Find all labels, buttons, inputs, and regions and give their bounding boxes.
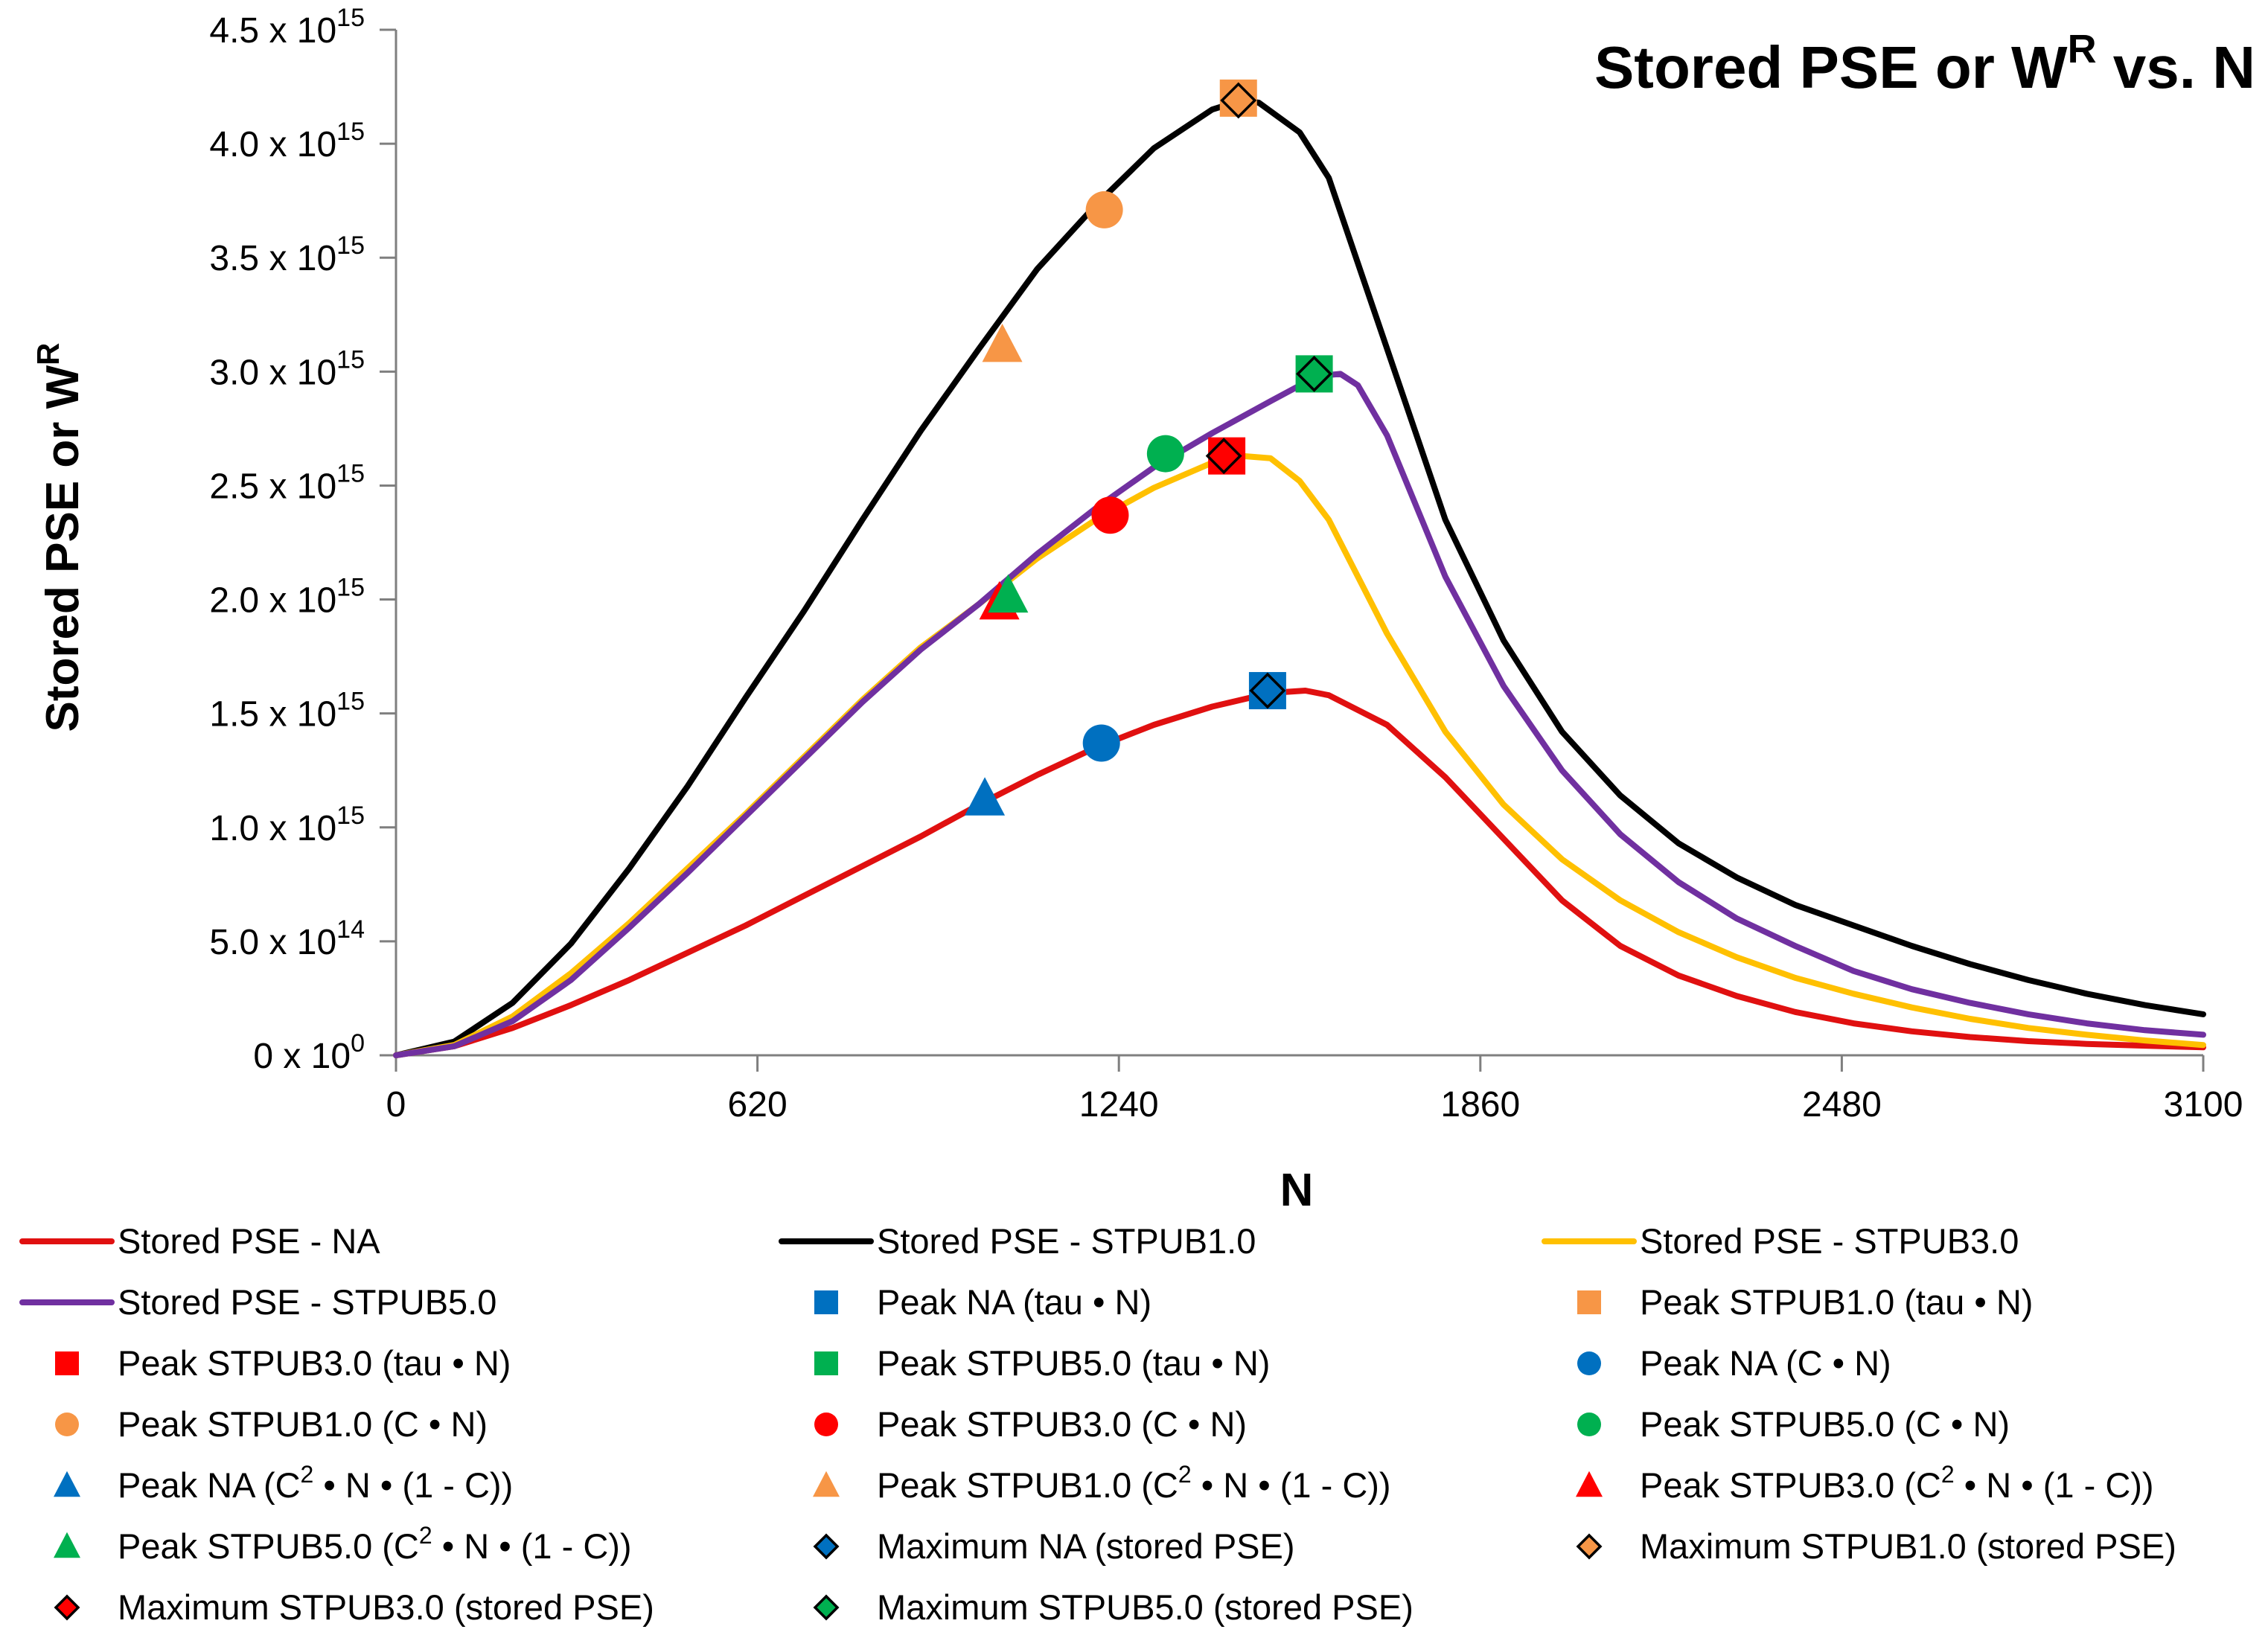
legend-label: Stored PSE - STPUB3.0 — [1640, 1221, 2019, 1261]
legend-entry-peak-na-c-n: Peak NA (C • N) — [1577, 1343, 1891, 1383]
y-tick-label: 1.5 x 1015 — [209, 688, 365, 735]
y-tick-label: 2.0 x 1015 — [209, 574, 365, 621]
legend-circle-swatch — [1577, 1351, 1601, 1375]
legend-label: Maximum STPUB3.0 (stored PSE) — [118, 1587, 654, 1627]
legend-entry-peak-stpub3-0-c-n: Peak STPUB3.0 (C • N) — [814, 1404, 1247, 1444]
legend-label: Peak STPUB5.0 (tau • N) — [877, 1343, 1270, 1383]
legend-entry-peak-stpub3-0-c-n-1-c: Peak STPUB3.0 (C2 • N • (1 - C)) — [1576, 1461, 2154, 1505]
legend-entry-stored-pse-stpub1-0: Stored PSE - STPUB1.0 — [779, 1221, 1256, 1261]
legend-entry-peak-stpub5-0-c-n: Peak STPUB5.0 (C • N) — [1577, 1404, 2010, 1444]
legend-entry-stored-pse-stpub5-0: Stored PSE - STPUB5.0 — [19, 1282, 496, 1322]
y-tick-label: 3.5 x 1015 — [209, 231, 365, 278]
legend-label: Peak STPUB5.0 (C2 • N • (1 - C)) — [118, 1522, 632, 1566]
legend-triangle-swatch — [1576, 1471, 1603, 1497]
marker-maximum-na-stored-pse — [1249, 672, 1286, 709]
x-tick-label: 0 — [386, 1085, 406, 1124]
legend-entry-peak-stpub3-0-tau-n: Peak STPUB3.0 (tau • N) — [55, 1343, 511, 1383]
legend-label: Peak STPUB3.0 (C • N) — [877, 1404, 1247, 1444]
legend-entry-peak-stpub5-0-tau-n: Peak STPUB5.0 (tau • N) — [814, 1343, 1270, 1383]
legend-square-swatch — [55, 1351, 79, 1375]
legend-label: Peak STPUB1.0 (C • N) — [118, 1404, 488, 1444]
x-tick-label: 1240 — [1079, 1085, 1159, 1124]
legend-diamond-swatch — [813, 1533, 840, 1560]
legend-label: Stored PSE - STPUB5.0 — [118, 1282, 496, 1322]
y-tick-label: 5.0 x 1014 — [209, 915, 365, 962]
legend-entry-stored-pse-stpub3-0: Stored PSE - STPUB3.0 — [1542, 1221, 2019, 1261]
x-tick-label: 2480 — [1802, 1085, 1882, 1124]
legend-label: Peak STPUB5.0 (C • N) — [1640, 1404, 2010, 1444]
marker-peak-na-c2-n-1-c — [965, 777, 1006, 816]
legend-label: Peak STPUB1.0 (tau • N) — [1640, 1282, 2033, 1322]
y-tick-label: 1.0 x 1015 — [209, 802, 365, 848]
legend-entry-maximum-stpub1-0-stored-pse: Maximum STPUB1.0 (stored PSE) — [1576, 1526, 2176, 1566]
legend-label: Stored PSE - NA — [118, 1221, 380, 1261]
legend-label: Peak NA (C2 • N • (1 - C)) — [118, 1461, 513, 1505]
legend-entry-maximum-stpub5-0-stored-pse: Maximum STPUB5.0 (stored PSE) — [813, 1587, 1413, 1627]
series-line-stored-pse-na — [393, 688, 2206, 1058]
marker-maximum-stpub1-0-stored-pse — [1220, 82, 1257, 119]
chart-title: Stored PSE or WR vs. N — [1594, 27, 2255, 100]
legend-circle-swatch — [814, 1413, 838, 1436]
legend-circle-swatch — [55, 1413, 79, 1436]
legend-diamond-swatch — [1576, 1533, 1603, 1560]
marker-maximum-stpub3-0-stored-pse — [1205, 438, 1242, 475]
marker-peak-stpub1-0-c-n — [1085, 191, 1123, 228]
legend-entry-maximum-stpub3-0-stored-pse: Maximum STPUB3.0 (stored PSE) — [54, 1587, 654, 1627]
legend-triangle-swatch — [54, 1532, 80, 1558]
legend-triangle-swatch — [54, 1471, 80, 1497]
x-tick-label: 3100 — [2164, 1085, 2243, 1124]
legend-label: Peak STPUB3.0 (C2 • N • (1 - C)) — [1640, 1461, 2154, 1505]
legend-entry-maximum-na-stored-pse: Maximum NA (stored PSE) — [813, 1526, 1295, 1566]
legend-entry-peak-na-tau-n: Peak NA (tau • N) — [814, 1282, 1151, 1322]
legend-label: Peak NA (tau • N) — [877, 1282, 1151, 1322]
marker-peak-stpub3-0-c-n — [1091, 496, 1129, 534]
legend-entry-peak-stpub1-0-c-n-1-c: Peak STPUB1.0 (C2 • N • (1 - C)) — [813, 1461, 1391, 1505]
y-tick-label: 2.5 x 1015 — [209, 459, 365, 506]
legend-label: Maximum STPUB5.0 (stored PSE) — [877, 1587, 1413, 1627]
series-line-stored-pse-stpub1-0 — [393, 97, 2206, 1058]
marker-peak-na-c-n — [1082, 724, 1120, 762]
legend-label: Peak NA (C • N) — [1640, 1343, 1891, 1383]
legend-label: Peak STPUB3.0 (tau • N) — [118, 1343, 511, 1383]
marker-maximum-stpub5-0-stored-pse — [1296, 355, 1333, 392]
legend-label: Peak STPUB1.0 (C2 • N • (1 - C)) — [877, 1461, 1391, 1505]
legend-square-swatch — [814, 1290, 838, 1314]
y-tick-label: 0 x 100 — [253, 1029, 365, 1076]
legend-label: Maximum STPUB1.0 (stored PSE) — [1640, 1526, 2176, 1566]
legend-circle-swatch — [1577, 1413, 1601, 1436]
marker-peak-stpub5-0-c2-n-1-c — [988, 574, 1029, 613]
legend-triangle-swatch — [813, 1471, 840, 1497]
marker-peak-stpub1-0-c2-n-1-c — [982, 323, 1023, 362]
x-tick-label: 1860 — [1440, 1085, 1520, 1124]
legend-label: Maximum NA (stored PSE) — [877, 1526, 1295, 1566]
legend-diamond-swatch — [813, 1594, 840, 1621]
y-tick-label: 4.0 x 1015 — [209, 118, 365, 164]
y-axis-title: Stored PSE or WR — [31, 343, 89, 732]
legend-square-swatch — [814, 1351, 838, 1375]
y-tick-label: 3.0 x 1015 — [209, 345, 365, 392]
legend-entry-peak-stpub5-0-c-n-1-c: Peak STPUB5.0 (C2 • N • (1 - C)) — [54, 1522, 632, 1566]
legend-label: Stored PSE - STPUB1.0 — [877, 1221, 1256, 1261]
x-tick-label: 620 — [728, 1085, 788, 1124]
legend-entry-stored-pse-na: Stored PSE - NA — [19, 1221, 380, 1261]
marker-peak-stpub5-0-c-n — [1146, 435, 1184, 473]
legend-entry-peak-stpub1-0-tau-n: Peak STPUB1.0 (tau • N) — [1577, 1282, 2033, 1322]
legend-square-swatch — [1577, 1290, 1601, 1314]
x-axis-title: N — [1280, 1165, 1314, 1216]
legend-entry-peak-stpub1-0-c-n: Peak STPUB1.0 (C • N) — [55, 1404, 488, 1444]
legend-diamond-swatch — [54, 1594, 80, 1621]
y-tick-label: 4.5 x 1015 — [209, 4, 365, 51]
legend-entry-peak-na-c-n-1-c: Peak NA (C2 • N • (1 - C)) — [54, 1461, 513, 1505]
